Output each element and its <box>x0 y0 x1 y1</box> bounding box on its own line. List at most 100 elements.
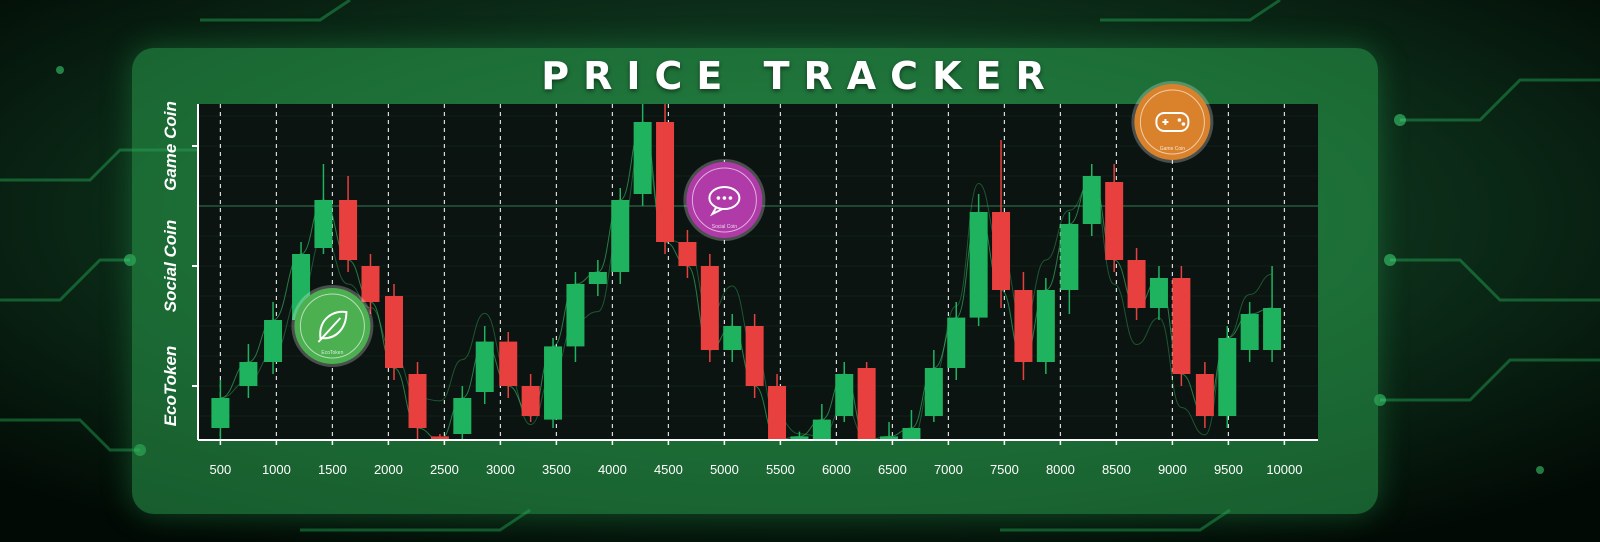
coin-badges: EcoToken Social Coin Game Coin <box>291 81 1214 367</box>
candle-up <box>544 338 563 428</box>
candle-down <box>499 332 518 398</box>
x-tick-label: 9000 <box>1158 462 1187 477</box>
candle-up <box>633 104 652 206</box>
candle-body <box>499 341 518 386</box>
coin-ring <box>1139 89 1205 155</box>
y-tick-label: EcoToken <box>161 346 180 427</box>
candle-body <box>700 266 719 350</box>
x-tick-label: 3000 <box>486 462 515 477</box>
x-tick-label: 1000 <box>262 462 291 477</box>
coin-badge-text: Social Coin <box>712 224 738 230</box>
candle-up <box>314 164 333 254</box>
candle-down <box>361 254 380 314</box>
candle-up <box>1060 212 1079 314</box>
candle-body <box>453 398 472 434</box>
chat-bubble-icon <box>708 186 741 217</box>
coin-ring <box>299 293 365 359</box>
candle-body <box>1127 260 1146 308</box>
x-tick-label: 2500 <box>430 462 459 477</box>
candle-up <box>880 422 899 440</box>
candle-down <box>857 362 876 440</box>
bubble-dot <box>716 196 721 200</box>
x-tick-label: 4500 <box>654 462 683 477</box>
bubble-dot <box>722 196 727 200</box>
candle-down <box>521 374 540 422</box>
x-axis-labels: 500 1000 1500 2000 2500 3000 3500 4000 4500 5000 5… <box>210 462 1303 477</box>
x-tick-label: 6500 <box>878 462 907 477</box>
candle-body <box>1014 290 1033 362</box>
candle-body <box>1105 182 1124 260</box>
candle-down <box>1195 362 1214 428</box>
leaf-icon <box>317 310 348 343</box>
candle-up <box>969 194 988 326</box>
candle-body <box>475 341 494 392</box>
candle-up <box>947 302 966 380</box>
candle-body <box>857 368 876 440</box>
leaf-shape <box>319 310 348 340</box>
pad-button <box>1181 122 1186 126</box>
candle-up <box>1263 266 1282 362</box>
candle-up <box>239 344 258 398</box>
x-tick-label: 5000 <box>710 462 739 477</box>
candle-down <box>385 284 403 380</box>
candle-down <box>1127 248 1146 320</box>
candle-up <box>902 410 921 440</box>
candle-body <box>588 272 607 284</box>
candle-up <box>475 326 494 404</box>
x-tick-label: 4000 <box>598 462 627 477</box>
candle-up <box>790 431 809 440</box>
x-tick-label: 10000 <box>1266 462 1302 477</box>
candle-body <box>656 122 675 242</box>
candle-body <box>611 200 630 272</box>
y-tick-label: Game Coin <box>161 101 180 191</box>
candle-body <box>723 326 742 350</box>
candle-body <box>1060 224 1079 290</box>
candle-body <box>902 428 921 440</box>
candle-body <box>1195 374 1214 416</box>
candle-body <box>1263 308 1282 350</box>
pad-body <box>1155 112 1190 132</box>
candle-up <box>588 260 607 296</box>
x-tick-label: 9500 <box>1214 462 1243 477</box>
candle-body <box>969 212 988 318</box>
bubble-tail <box>709 206 723 217</box>
coin-ring <box>691 167 757 233</box>
candle-body <box>880 436 899 440</box>
candle-body <box>768 386 787 440</box>
x-tick-label: 7000 <box>934 462 963 477</box>
candle-body <box>521 386 540 416</box>
candle-up <box>566 272 585 362</box>
candles <box>211 104 1282 440</box>
gamepad-icon <box>1155 112 1190 132</box>
candle-up <box>1036 278 1055 374</box>
x-tick-label: 6000 <box>822 462 851 477</box>
candle-body <box>361 266 380 302</box>
candle-down <box>1105 164 1124 272</box>
candle-down <box>1014 272 1033 380</box>
candle-body <box>678 242 697 266</box>
coin-face <box>686 162 763 238</box>
candle-body <box>1082 176 1101 224</box>
candle-body <box>1036 290 1055 362</box>
coin-face <box>1134 84 1211 160</box>
candle-up <box>264 302 283 374</box>
leaf-vein <box>317 317 342 343</box>
candle-body <box>566 284 585 347</box>
candle-body <box>790 436 809 440</box>
x-tick-label: 3500 <box>542 462 571 477</box>
candle-body <box>835 374 854 416</box>
chart-title: PRICE TRACKER <box>541 54 1059 98</box>
x-tick-label: 7500 <box>990 462 1019 477</box>
candle-up <box>723 314 742 362</box>
candle-body <box>1172 278 1191 374</box>
bubble-dot <box>728 196 733 200</box>
candle-body <box>314 200 333 248</box>
x-tick-label: 500 <box>210 462 232 477</box>
bubble <box>708 186 741 210</box>
candle-down <box>408 362 427 440</box>
candle-up <box>453 386 472 440</box>
y-axis-labels: EcoToken Social Coin Game Coin <box>161 101 180 426</box>
x-tick-label: 2000 <box>374 462 403 477</box>
x-tick-label: 5500 <box>766 462 795 477</box>
